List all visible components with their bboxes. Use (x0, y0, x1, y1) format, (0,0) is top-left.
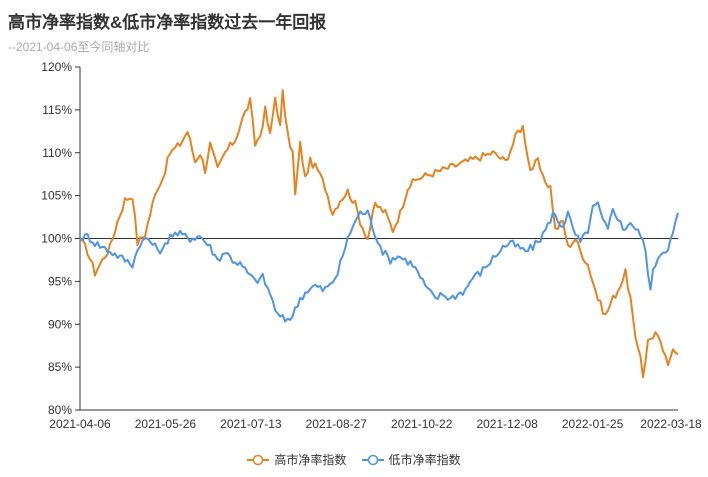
series-line-high-pb (79, 89, 679, 379)
y-tick-label: 95% (48, 274, 72, 288)
y-tick-label: 90% (48, 317, 72, 331)
x-tick-label: 2022-01-25 (562, 417, 624, 431)
legend-label: 高市净率指数 (274, 453, 347, 467)
chart-title: 高市净率指数&低市净率指数过去一年回报 (8, 13, 327, 32)
y-tick-label: 85% (48, 360, 72, 374)
x-tick-label: 2021-05-26 (135, 417, 197, 431)
y-tick-label: 110% (42, 146, 72, 160)
legend-item-high-pb[interactable]: 高市净率指数 (247, 451, 346, 468)
x-tick-label: 2021-07-13 (220, 417, 282, 431)
legend-label: 低市净率指数 (388, 453, 461, 467)
legend: 高市净率指数 低市净率指数 (0, 451, 708, 469)
x-tick-label: 2022-03-18 (640, 417, 702, 431)
series-line-low-pb (79, 201, 679, 323)
y-tick-label: 80% (48, 403, 72, 417)
y-tick-label: 120% (41, 60, 72, 74)
y-tick-label: 105% (41, 189, 72, 203)
legend-marker-icon (247, 454, 270, 465)
x-tick-label: 2021-12-08 (476, 417, 538, 431)
legend-marker-icon (361, 454, 384, 465)
x-tick-label: 2021-08-27 (306, 417, 368, 431)
x-tick-label: 2021-10-22 (391, 417, 453, 431)
legend-item-low-pb[interactable]: 低市净率指数 (361, 451, 461, 468)
y-tick-label: 100% (41, 232, 72, 246)
x-tick-label: 2021-04-06 (49, 417, 111, 431)
y-tick-label: 115% (42, 103, 72, 117)
chart-subtitle: --2021-04-06至今同轴对比 (8, 40, 150, 54)
